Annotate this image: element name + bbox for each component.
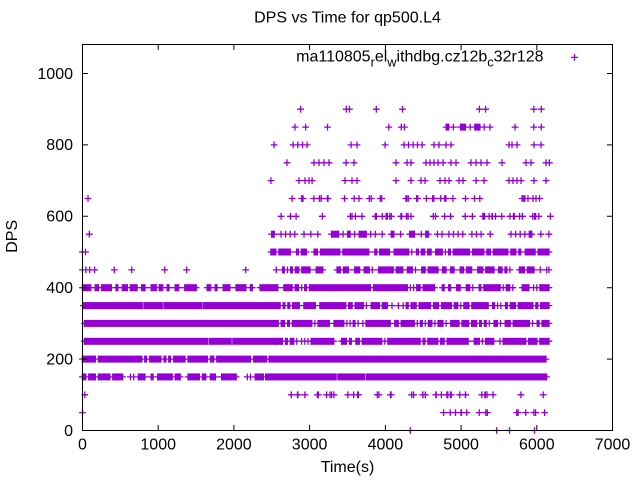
svg-text:400: 400 bbox=[46, 280, 73, 297]
svg-text:2000: 2000 bbox=[216, 436, 252, 453]
svg-text:DPS vs Time for qp500.L4: DPS vs Time for qp500.L4 bbox=[254, 10, 441, 27]
svg-text:4000: 4000 bbox=[368, 436, 404, 453]
svg-text:800: 800 bbox=[46, 137, 73, 154]
svg-text:1000: 1000 bbox=[37, 66, 73, 83]
svg-text:600: 600 bbox=[46, 209, 73, 226]
svg-text:ma110805relwithdbg.cz12bc32r12: ma110805relwithdbg.cz12bc32r128 bbox=[296, 49, 543, 70]
svg-text:Time(s): Time(s) bbox=[321, 459, 375, 476]
svg-text:200: 200 bbox=[46, 351, 73, 368]
svg-text:5000: 5000 bbox=[443, 436, 479, 453]
svg-text:0: 0 bbox=[78, 436, 87, 453]
svg-text:7000: 7000 bbox=[595, 436, 631, 453]
svg-text:DPS: DPS bbox=[4, 220, 21, 253]
svg-text:6000: 6000 bbox=[519, 436, 555, 453]
svg-text:1000: 1000 bbox=[140, 436, 176, 453]
svg-text:0: 0 bbox=[64, 423, 73, 440]
svg-text:3000: 3000 bbox=[292, 436, 328, 453]
